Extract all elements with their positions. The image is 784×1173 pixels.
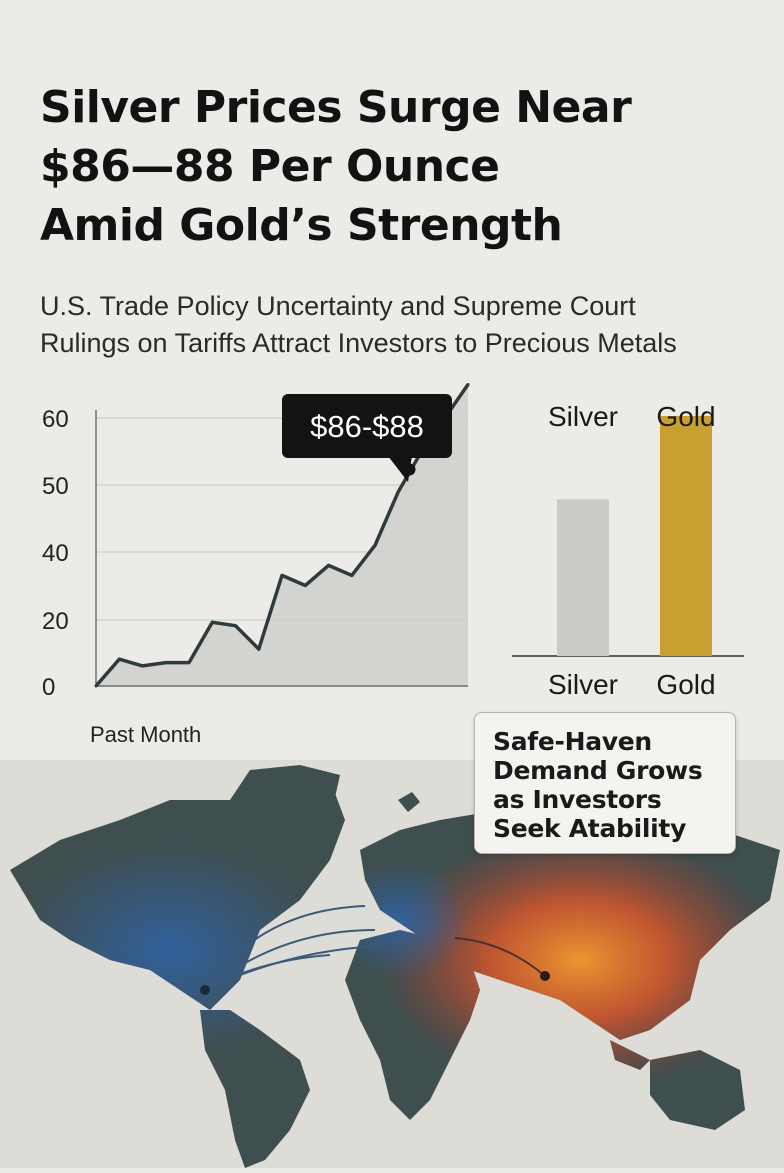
tooltip-label: $86-$88: [310, 409, 424, 444]
y-tick-60: 60: [42, 406, 69, 433]
data-point-6: [234, 624, 237, 628]
price-area: [96, 384, 468, 686]
data-point-16: [466, 383, 470, 386]
bar-gold: [660, 416, 712, 656]
data-point-7: [257, 647, 261, 651]
y-tick-50: 50: [42, 473, 69, 500]
tooltip-pointer: [388, 456, 412, 482]
data-point-9: [303, 584, 307, 587]
bar-category-label-gold: Gold: [656, 669, 715, 700]
subheadline-line-1: U.S. Trade Policy Uncertainty and Suprem…: [40, 291, 636, 321]
callout-line-3: as Investors: [493, 785, 662, 814]
price-line-chart: 0 20 40 50 60 $86-$88: [42, 383, 470, 701]
safe-haven-callout: Safe-Haven Demand Grows as Investors See…: [474, 712, 736, 854]
data-point-0: [94, 684, 98, 688]
data-point-5: [210, 620, 214, 624]
callout-text: Safe-Haven Demand Grows as Investors See…: [493, 727, 717, 843]
bar-top-label-gold: Gold: [656, 401, 715, 432]
data-point-2: [141, 664, 144, 668]
x-axis-label: Past Month: [90, 722, 202, 747]
data-point-13: [396, 490, 400, 494]
y-tick-0: 0: [42, 674, 55, 701]
silver-gold-bar-chart: Silver Gold Silver Gold: [512, 401, 744, 700]
data-point-8: [280, 573, 284, 577]
headline-line-3: Amid Gold’s Strength: [40, 200, 563, 251]
data-point-11: [350, 573, 354, 577]
y-tick-40: 40: [42, 540, 69, 567]
data-point-4: [187, 661, 191, 665]
subheadline-line-2: Rulings on Tariffs Attract Investors to …: [40, 328, 677, 358]
data-point-3: [164, 661, 168, 665]
bar-silver: [557, 499, 609, 656]
bar-category-label-silver: Silver: [548, 669, 618, 700]
data-point-10: [327, 563, 330, 567]
callout-line-1: Safe-Haven: [493, 727, 652, 756]
callout-line-2: Demand Grows: [493, 756, 703, 785]
headline-line-1: Silver Prices Surge Near: [40, 82, 632, 133]
subheadline: U.S. Trade Policy Uncertainty and Suprem…: [40, 288, 770, 362]
y-tick-20: 20: [42, 608, 69, 635]
data-point-12: [373, 543, 377, 547]
headline-line-2: $86—88 Per Ounce: [40, 141, 500, 192]
headline: Silver Prices Surge Near $86—88 Per Ounc…: [40, 78, 760, 255]
price-tooltip: $86-$88: [282, 394, 452, 482]
tooltip-box: [282, 394, 452, 458]
data-point-1: [117, 657, 121, 661]
bar-top-label-silver: Silver: [548, 401, 618, 432]
callout-line-4: Seek Atability: [493, 814, 687, 843]
